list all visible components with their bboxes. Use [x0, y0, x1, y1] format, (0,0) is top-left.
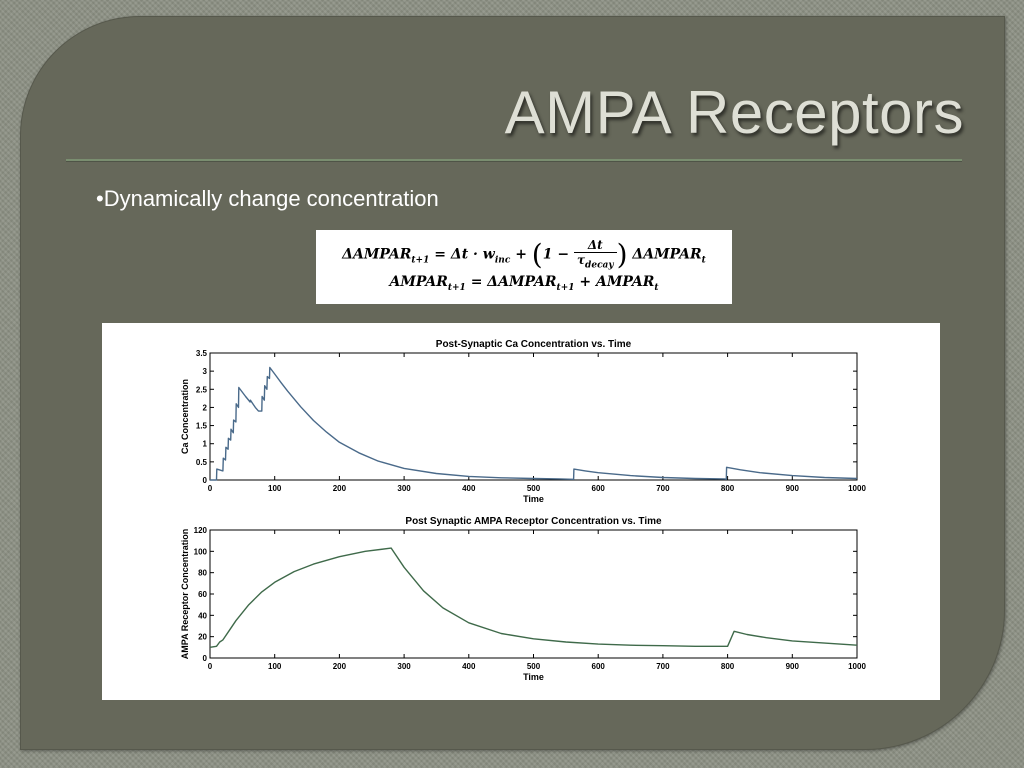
chart-title-1: Post-Synaptic Ca Concentration vs. Time [436, 339, 632, 350]
y-tick-label-1-2: 1 [203, 440, 208, 449]
x-tick-label-2-3: 300 [397, 662, 411, 671]
x-tick-label-2-2: 200 [333, 662, 347, 671]
x-tick-label-1-0: 0 [208, 484, 213, 493]
x-tick-label-2-7: 700 [656, 662, 670, 671]
eq1-close-paren: ) [616, 238, 628, 271]
eq1-one-minus: 1 − [542, 246, 570, 263]
y-axis-label-1: Ca Concentration [180, 379, 190, 454]
y-tick-label-2-3: 60 [198, 590, 207, 599]
y-tick-label-2-6: 120 [194, 526, 208, 535]
y-tick-label-1-3: 1.5 [196, 422, 208, 431]
x-tick-label-1-6: 600 [592, 484, 606, 493]
matlab-figure: 0 100 200 300 400 500 600 700 800 900 1000 0 0.5 1 1.5… [102, 323, 940, 700]
eq1-frac-num: Δt [573, 238, 617, 254]
eq2-term1-sub: t+1 [556, 282, 575, 293]
x-tick-label-1-2: 200 [333, 484, 347, 493]
bullet-point: •Dynamically change concentration [96, 186, 439, 211]
eq2-plus: + [579, 274, 592, 290]
eq2-lhs: AMPAR [389, 274, 448, 290]
eq1-open-paren: ( [531, 238, 543, 271]
x-tick-label-2-4: 400 [462, 662, 476, 671]
x-tick-label-2-5: 500 [527, 662, 541, 671]
y-tick-label-2-0: 0 [203, 654, 208, 663]
x-tick-label-1-8: 800 [721, 484, 735, 493]
x-tick-label-2-1: 100 [268, 662, 282, 671]
eq2-equals: = [470, 274, 483, 290]
x-tick-label-2-0: 0 [208, 662, 213, 671]
eq1-rhs: ΔAMPAR [632, 246, 702, 263]
eq1-w-sub: inc [494, 255, 511, 266]
y-tick-label-1-6: 3 [203, 367, 208, 376]
plot-frame-1 [209, 352, 858, 481]
equation-image: ΔAMPARt+1 = Δt · winc + (1 − Δt τdecay )… [316, 230, 732, 304]
x-tick-label-2-10: 1000 [848, 662, 866, 671]
x-tick-label-1-1: 100 [268, 484, 282, 493]
slide-title: AMPA Receptors [504, 79, 964, 146]
x-tick-label-2-9: 900 [786, 662, 800, 671]
eq2-term2: AMPAR [595, 274, 655, 290]
equation-line-1: ΔAMPARt+1 = Δt · winc + (1 − Δt τdecay )… [316, 238, 732, 271]
y-tick-label-2-2: 40 [198, 611, 207, 620]
x-tick-label-1-4: 400 [462, 484, 476, 493]
x-tick-label-1-7: 700 [656, 484, 670, 493]
x-tick-label-2-8: 800 [721, 662, 735, 671]
series-line-2-1 [209, 547, 858, 648]
eq2-term1: ΔAMPAR [487, 274, 557, 290]
title-divider [66, 159, 962, 162]
series-line-1-1 [210, 366, 858, 481]
eq2-term2-sub: t [654, 282, 659, 293]
y-tick-label-1-5: 2.5 [196, 385, 208, 394]
y-axis-label-2: AMPA Receptor Concentration [180, 529, 190, 660]
x-tick-label-1-3: 300 [397, 484, 411, 493]
eq1-lhs-sub: t+1 [411, 255, 430, 266]
figure-canvas: 0 100 200 300 400 500 600 700 800 900 100000.511.5… [180, 339, 866, 682]
eq1-lhs: ΔAMPAR [342, 246, 412, 263]
eq1-tau-sub: decay [585, 260, 614, 271]
eq1-fraction: Δt τdecay [573, 238, 617, 271]
x-tick-label-2-6: 600 [592, 662, 606, 671]
x-axis-label-1: Time [523, 494, 544, 504]
x-tick-label-1-10: 1000 [848, 484, 866, 493]
x-tick-label-1-5: 500 [527, 484, 541, 493]
eq1-rhs-sub: t [701, 255, 706, 266]
x-axis-label-2: Time [523, 672, 544, 682]
y-tick-label-1-0: 0 [203, 476, 208, 485]
y-tick-label-1-1: 0.5 [196, 458, 208, 467]
chart-title-2: Post Synaptic AMPA Receptor Concentratio… [405, 516, 662, 527]
eq1-dt-term: Δt · w [450, 246, 495, 263]
equation-line-2: AMPARt+1 = ΔAMPARt+1 + AMPARt [316, 274, 732, 293]
x-tick-label-1-9: 900 [786, 484, 800, 493]
y-tick-label-1-4: 2 [203, 403, 208, 412]
eq1-frac-den: τdecay [574, 253, 617, 270]
y-tick-label-2-4: 80 [198, 569, 207, 578]
y-tick-label-1-7: 3.5 [196, 349, 208, 358]
y-tick-label-2-1: 20 [198, 633, 207, 642]
eq1-plus: + [515, 246, 527, 263]
y-tick-label-2-5: 100 [194, 547, 208, 556]
eq2-lhs-sub: t+1 [447, 282, 466, 293]
eq1-equals: = [434, 246, 446, 263]
eq1-tau: τ [576, 253, 586, 268]
